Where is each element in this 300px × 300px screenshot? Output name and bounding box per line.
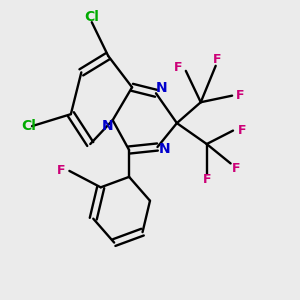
Text: F: F [232, 162, 240, 175]
Text: Cl: Cl [22, 119, 37, 133]
Text: F: F [236, 89, 245, 102]
Text: F: F [174, 61, 183, 74]
Text: N: N [101, 119, 113, 133]
Text: F: F [213, 53, 221, 66]
Text: F: F [57, 164, 65, 177]
Text: N: N [155, 81, 167, 95]
Text: N: N [159, 142, 171, 156]
Text: F: F [202, 173, 211, 186]
Text: F: F [238, 124, 246, 137]
Text: Cl: Cl [84, 10, 99, 24]
